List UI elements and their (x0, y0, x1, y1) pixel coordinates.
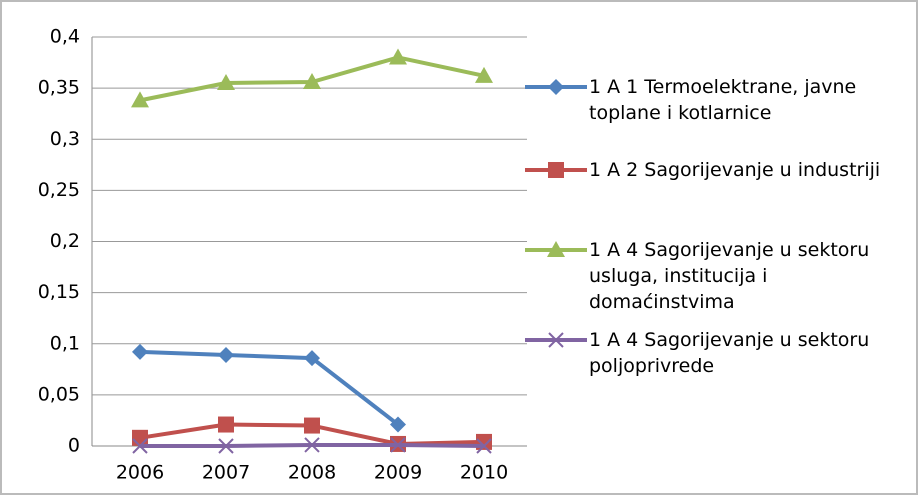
marker (131, 91, 149, 108)
marker (548, 332, 564, 348)
legend-swatch (525, 241, 587, 257)
x-tick-label: 2006 (116, 462, 164, 484)
marker (132, 429, 148, 446)
x-tick-label: 2010 (460, 462, 508, 484)
marker (548, 162, 564, 178)
x-tick-label: 2009 (374, 462, 422, 484)
marker (548, 79, 564, 95)
marker (218, 438, 234, 454)
marker (304, 350, 320, 367)
legend-label: 1 A 2 Sagorijevanje u industriji (589, 159, 881, 181)
marker (303, 72, 321, 89)
legend-label: 1 A 4 Sagorijevanje u sektoru usluga, in… (589, 239, 870, 313)
marker (132, 343, 148, 360)
legend-label: 1 A 4 Sagorijevanje u sektoru poljoprivr… (589, 329, 870, 377)
y-tick-label: 0,35 (38, 77, 80, 99)
marker (217, 74, 235, 91)
legend-item: 1 A 2 Sagorijevanje u industriji (525, 157, 915, 183)
y-tick-label: 0,05 (38, 383, 80, 405)
marker (218, 346, 234, 363)
x-tick-label: 2007 (202, 462, 250, 484)
marker (547, 241, 565, 257)
legend-item: 1 A 1 Termoelektrane, javne toplane i ko… (525, 74, 915, 126)
y-tick-label: 0,1 (50, 332, 80, 354)
legend-label: 1 A 1 Termoelektrane, javne toplane i ko… (589, 76, 857, 124)
marker (132, 438, 148, 454)
y-tick-label: 0,2 (50, 230, 80, 252)
legend-item: 1 A 4 Sagorijevanje u sektoru usluga, in… (525, 237, 915, 315)
legend-swatch (525, 79, 587, 95)
x-tick-label: 2008 (288, 462, 336, 484)
marker (475, 66, 493, 83)
legend-swatch (525, 332, 587, 348)
marker (476, 438, 492, 454)
y-tick-label: 0,3 (50, 128, 80, 150)
y-tick-label: 0 (68, 435, 80, 457)
y-tick-label: 0,15 (38, 281, 80, 303)
marker (304, 417, 320, 434)
marker (389, 48, 407, 65)
legend-item: 1 A 4 Sagorijevanje u sektoru poljoprivr… (525, 327, 915, 379)
y-tick-label: 0,25 (38, 179, 80, 201)
legend-swatch (525, 162, 587, 178)
marker (304, 437, 320, 453)
y-tick-label: 0,4 (50, 26, 80, 48)
marker (390, 437, 406, 453)
series-line (139, 349, 400, 427)
marker (390, 416, 406, 433)
marker (218, 416, 234, 433)
